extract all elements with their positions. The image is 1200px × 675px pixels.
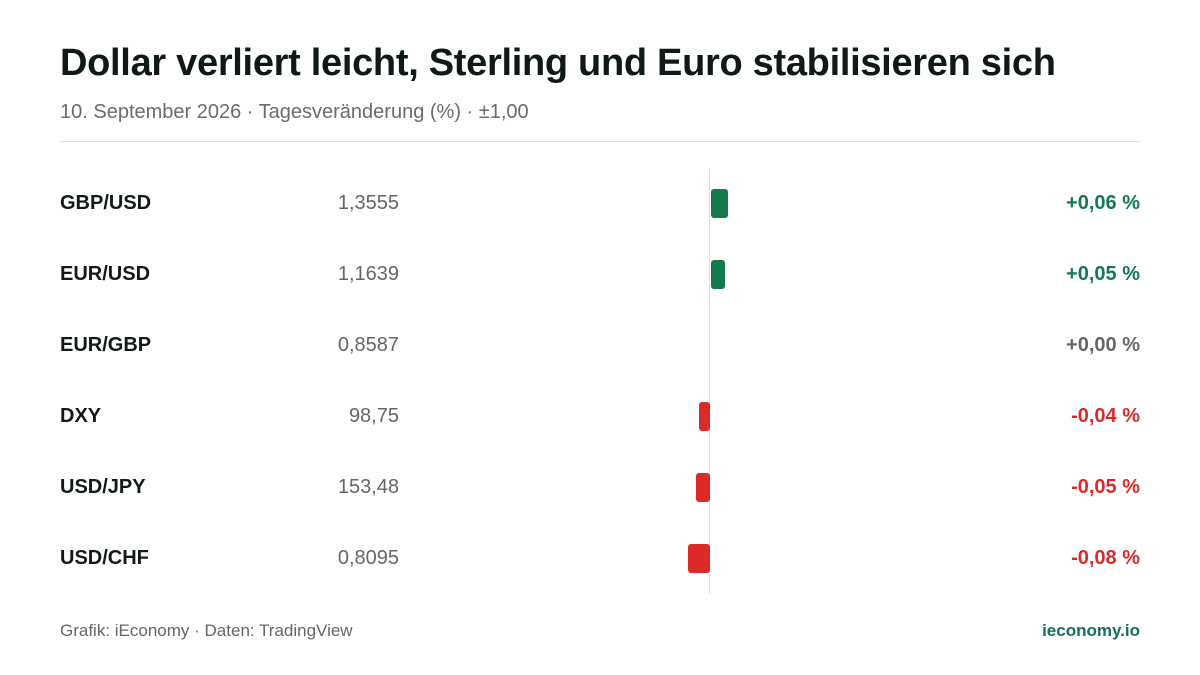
change-bar <box>696 473 710 502</box>
price-value: 0,8587 <box>337 334 399 356</box>
table-row: DXY 98,75 -0,04 % <box>60 397 1140 437</box>
price-value: 153,48 <box>337 476 399 498</box>
zero-axis-line <box>709 168 710 594</box>
chart-subtitle: 10. September 2026 · Tagesveränderung (%… <box>60 101 529 123</box>
header-divider <box>60 141 1140 142</box>
change-bar <box>687 544 710 573</box>
pair-label: EUR/USD <box>60 263 151 285</box>
price-value: 1,1639 <box>337 263 399 285</box>
price-value: 1,3555 <box>337 192 399 214</box>
price-value: 0,8095 <box>337 547 399 569</box>
pair-label: DXY <box>60 405 102 427</box>
table-row: GBP/USD 1,3555 +0,06 % <box>60 184 1140 224</box>
price-value: 98,75 <box>348 405 399 427</box>
chart-title: Dollar verliert leicht, Sterling und Eur… <box>60 42 1056 84</box>
change-bar <box>711 260 725 289</box>
pair-label: GBP/USD <box>60 192 152 214</box>
change-label: -0,08 % <box>1071 547 1140 569</box>
change-label: +0,00 % <box>1066 334 1140 356</box>
pair-label: EUR/GBP <box>60 334 152 356</box>
pair-label: USD/CHF <box>60 547 149 569</box>
footer-brand-link[interactable]: ieconomy.io <box>1042 621 1140 640</box>
change-label: +0,06 % <box>1066 192 1140 214</box>
table-row: USD/JPY 153,48 -0,05 % <box>60 468 1140 508</box>
footer-source: Grafik: iEconomy · Daten: TradingView <box>60 621 353 640</box>
change-label: +0,05 % <box>1066 263 1140 285</box>
table-row: USD/CHF 0,8095 -0,08 % <box>60 539 1140 579</box>
pair-label: USD/JPY <box>60 476 146 498</box>
table-row: EUR/GBP 0,8587 +0,00 % <box>60 326 1140 366</box>
change-bar <box>711 189 728 218</box>
change-label: -0,04 % <box>1071 405 1140 427</box>
change-label: -0,05 % <box>1071 476 1140 498</box>
change-bar <box>698 402 710 431</box>
table-row: EUR/USD 1,1639 +0,05 % <box>60 255 1140 295</box>
